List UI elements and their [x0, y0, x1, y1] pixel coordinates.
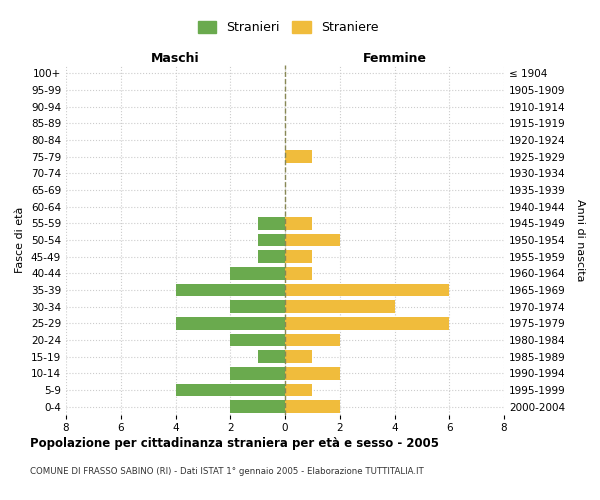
Bar	[285, 234, 340, 246]
Text: Maschi: Maschi	[151, 52, 200, 65]
Bar	[285, 334, 340, 346]
Y-axis label: Anni di nascita: Anni di nascita	[575, 198, 585, 281]
Bar	[257, 234, 285, 246]
Bar	[285, 267, 313, 280]
Bar	[176, 317, 285, 330]
Bar	[285, 150, 313, 163]
Text: COMUNE DI FRASSO SABINO (RI) - Dati ISTAT 1° gennaio 2005 - Elaborazione TUTTITA: COMUNE DI FRASSO SABINO (RI) - Dati ISTA…	[30, 468, 424, 476]
Bar	[257, 350, 285, 363]
Bar	[285, 350, 313, 363]
Bar	[230, 300, 285, 313]
Bar	[285, 217, 313, 230]
Bar	[230, 334, 285, 346]
Bar	[285, 300, 395, 313]
Bar	[176, 284, 285, 296]
Bar	[285, 317, 449, 330]
Bar	[285, 400, 340, 413]
Bar	[230, 267, 285, 280]
Text: Popolazione per cittadinanza straniera per età e sesso - 2005: Popolazione per cittadinanza straniera p…	[30, 438, 439, 450]
Bar	[230, 400, 285, 413]
Text: Femmine: Femmine	[362, 52, 427, 65]
Bar	[257, 217, 285, 230]
Bar	[230, 367, 285, 380]
Bar	[285, 250, 313, 263]
Y-axis label: Fasce di età: Fasce di età	[16, 207, 25, 273]
Legend: Stranieri, Straniere: Stranieri, Straniere	[193, 16, 383, 40]
Bar	[176, 384, 285, 396]
Bar	[257, 250, 285, 263]
Bar	[285, 367, 340, 380]
Bar	[285, 384, 313, 396]
Bar	[285, 284, 449, 296]
